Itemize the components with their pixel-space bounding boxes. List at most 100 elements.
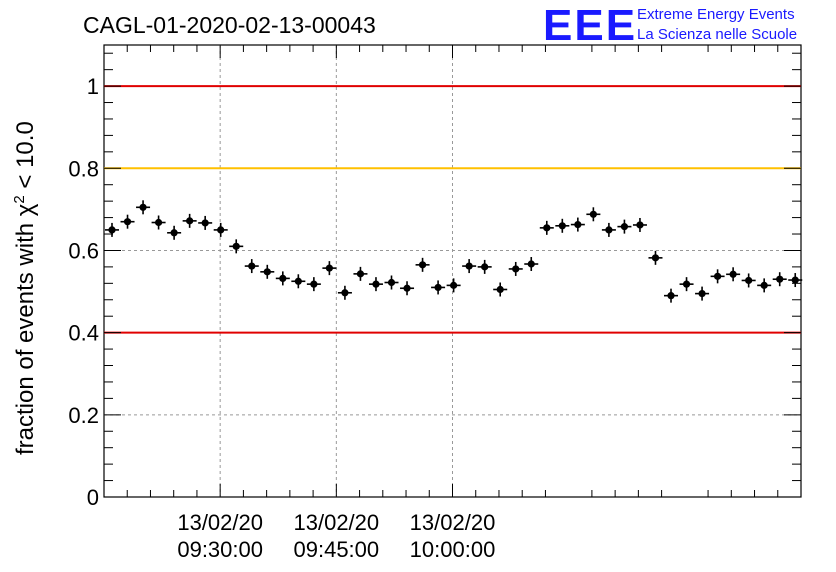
data-point	[601, 222, 616, 237]
data-point	[431, 280, 446, 295]
data-point	[136, 200, 151, 215]
data-marker	[651, 254, 660, 262]
data-marker	[341, 289, 349, 297]
data-point	[462, 259, 477, 274]
data-point	[105, 222, 119, 237]
data-point	[353, 266, 368, 281]
data-marker	[387, 278, 396, 287]
data-marker	[605, 226, 613, 234]
data-point	[695, 286, 710, 301]
data-marker	[791, 276, 799, 284]
data-marker	[527, 260, 535, 268]
data-marker	[154, 218, 163, 227]
data-marker	[729, 270, 737, 278]
data-marker	[496, 285, 504, 294]
data-marker	[512, 265, 520, 273]
x-tick-date: 13/02/20	[294, 510, 380, 535]
data-marker	[434, 283, 442, 292]
x-axis: 13/02/2009:30:0013/02/2009:45:0013/02/20…	[126, 45, 779, 562]
data-point	[617, 219, 632, 234]
data-point	[493, 282, 508, 297]
data-point	[570, 217, 585, 232]
data-point	[524, 257, 539, 272]
data-point	[788, 273, 803, 288]
data-marker	[713, 272, 722, 280]
x-tick-time: 09:30:00	[177, 537, 263, 562]
x-tick-date: 13/02/20	[177, 510, 263, 535]
data-marker	[372, 280, 380, 288]
data-marker	[248, 262, 256, 270]
data-point	[415, 257, 430, 272]
data-point	[632, 217, 647, 232]
data-marker	[558, 222, 566, 230]
logo-line-2: La Scienza nelle Scuole	[637, 26, 797, 43]
data-marker	[310, 280, 318, 288]
data-marker	[123, 218, 132, 226]
data-marker	[589, 210, 597, 218]
data-marker	[279, 274, 287, 282]
data-marker	[450, 281, 458, 289]
data-point	[368, 277, 383, 292]
y-axis-label: fraction of events with χ2 < 10.0	[11, 121, 39, 455]
data-marker	[760, 281, 768, 289]
logo-mark: EEE	[543, 1, 637, 50]
data-point	[710, 269, 725, 284]
data-marker	[232, 242, 240, 250]
data-point	[337, 285, 352, 300]
data-point	[648, 250, 663, 265]
data-point	[757, 278, 772, 293]
data-marker	[186, 217, 194, 225]
data-point	[120, 214, 135, 229]
y-tick-label: 1	[87, 74, 99, 99]
x-tick-time: 09:45:00	[294, 537, 380, 562]
data-marker	[745, 276, 753, 285]
data-point	[260, 264, 275, 279]
data-marker	[108, 226, 116, 234]
y-tick-label: 0.8	[68, 156, 99, 181]
data-point	[679, 277, 694, 292]
data-point	[400, 281, 415, 296]
data-point	[151, 215, 166, 230]
chart-title: CAGL-01-2020-02-13-00043	[83, 12, 376, 38]
data-point	[741, 273, 756, 288]
data-point	[555, 218, 570, 233]
y-tick-label: 0.4	[68, 321, 99, 346]
y-axis: 0 0.2 0.4 0.6 0.8 1	[68, 52, 801, 510]
data-point	[275, 271, 290, 286]
data-marker	[574, 220, 582, 229]
data-point	[322, 261, 337, 276]
data-marker	[698, 290, 706, 298]
data-marker	[263, 268, 271, 276]
y-tick-label: 0	[87, 485, 99, 510]
data-marker	[682, 280, 691, 288]
data-points	[105, 200, 803, 303]
data-marker	[217, 226, 225, 234]
data-point	[182, 213, 197, 228]
data-point	[291, 274, 306, 289]
x-tick-date: 13/02/20	[410, 510, 496, 535]
logo-line-1: Extreme Energy Events	[637, 6, 795, 23]
data-point	[726, 267, 741, 282]
data-point	[306, 277, 321, 292]
data-marker	[543, 224, 551, 232]
y-tick-label: 0.6	[68, 238, 99, 263]
data-point	[477, 259, 492, 274]
data-marker	[170, 229, 178, 237]
y-tick-label: 0.2	[68, 403, 99, 428]
data-point	[198, 215, 213, 230]
data-point	[167, 225, 182, 240]
data-point	[508, 261, 523, 276]
data-marker	[403, 284, 411, 292]
eee-logo: EEE Extreme Energy Events La Scienza nel…	[543, 1, 797, 50]
data-marker	[636, 221, 644, 229]
data-point	[384, 275, 399, 290]
data-point	[664, 288, 679, 303]
data-marker	[139, 203, 147, 211]
data-point	[244, 259, 259, 274]
data-point	[213, 222, 228, 237]
data-point	[772, 272, 787, 287]
data-marker	[294, 277, 302, 285]
data-marker	[776, 275, 784, 283]
data-marker	[356, 270, 365, 278]
